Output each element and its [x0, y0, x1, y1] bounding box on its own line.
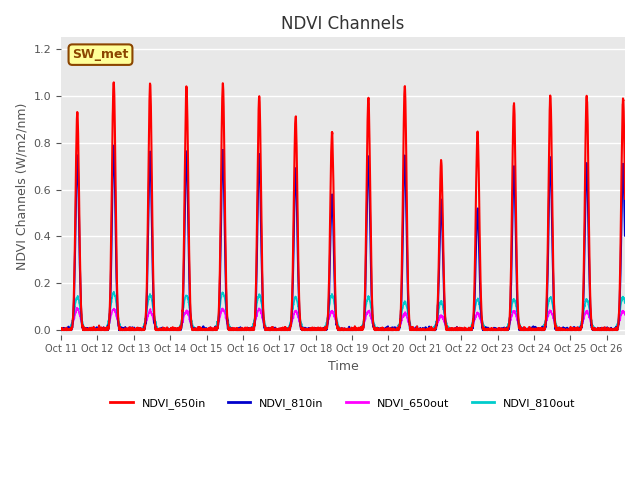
NDVI_650out: [479, 322, 486, 328]
Line: NDVI_810in: NDVI_810in: [61, 145, 640, 330]
NDVI_810out: [57, 327, 65, 333]
NDVI_810out: [478, 317, 486, 323]
Y-axis label: NDVI Channels (W/m2/nm): NDVI Channels (W/m2/nm): [15, 102, 28, 270]
NDVI_650in: [479, 321, 486, 326]
Line: NDVI_650out: NDVI_650out: [61, 308, 640, 330]
NDVI_650out: [57, 327, 65, 333]
NDVI_650out: [73, 305, 81, 311]
NDVI_650in: [428, 326, 435, 332]
NDVI_810out: [550, 312, 558, 318]
NDVI_650in: [639, 327, 640, 333]
NDVI_650in: [633, 327, 640, 333]
Legend: NDVI_650in, NDVI_810in, NDVI_650out, NDVI_810out: NDVI_650in, NDVI_810in, NDVI_650out, NDV…: [106, 394, 580, 414]
Text: SW_met: SW_met: [72, 48, 129, 61]
NDVI_810out: [633, 327, 640, 333]
NDVI_650out: [428, 327, 435, 333]
NDVI_650in: [177, 326, 184, 332]
NDVI_810out: [515, 321, 523, 327]
NDVI_810out: [177, 322, 184, 327]
NDVI_650in: [57, 326, 65, 332]
NDVI_810out: [427, 327, 435, 333]
NDVI_810in: [639, 327, 640, 333]
Line: NDVI_810out: NDVI_810out: [61, 292, 640, 330]
NDVI_650in: [110, 80, 118, 85]
X-axis label: Time: Time: [328, 360, 358, 373]
NDVI_650out: [550, 319, 558, 324]
Line: NDVI_650in: NDVI_650in: [61, 83, 640, 330]
NDVI_650out: [58, 327, 65, 333]
NDVI_810in: [516, 326, 524, 332]
NDVI_650in: [516, 325, 524, 331]
NDVI_650in: [58, 327, 65, 333]
NDVI_810out: [639, 326, 640, 332]
NDVI_810in: [177, 326, 184, 332]
NDVI_810in: [428, 327, 435, 333]
NDVI_810in: [550, 313, 558, 319]
NDVI_810in: [110, 143, 118, 148]
NDVI_810out: [110, 289, 118, 295]
NDVI_650out: [177, 324, 184, 330]
NDVI_810in: [58, 327, 65, 333]
NDVI_650in: [550, 309, 558, 315]
NDVI_810in: [633, 325, 640, 331]
NDVI_810in: [479, 323, 486, 329]
NDVI_650out: [639, 327, 640, 333]
Title: NDVI Channels: NDVI Channels: [281, 15, 404, 33]
NDVI_650out: [516, 322, 524, 328]
NDVI_650out: [633, 327, 640, 333]
NDVI_810in: [57, 327, 65, 333]
